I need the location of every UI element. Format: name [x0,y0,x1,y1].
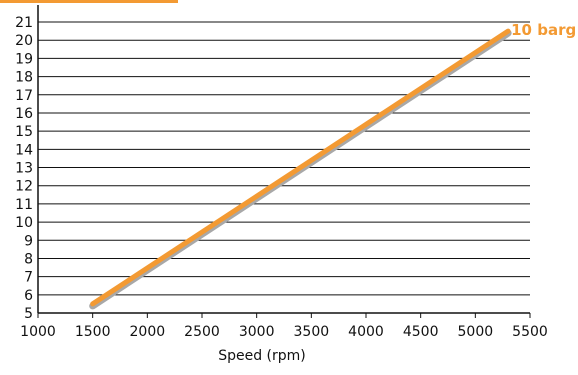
y-tick-label: 10 [15,215,33,231]
y-tick-label: 6 [24,288,33,304]
y-tick-label: 15 [15,124,33,140]
x-tick-label: 1500 [75,324,111,340]
x-tick-label: 3000 [239,324,275,340]
y-tick-label: 16 [15,106,33,122]
y-tick-label: 7 [24,270,33,286]
y-tick-label: 12 [15,179,33,195]
x-tick-label: 2000 [130,324,166,340]
y-tick-label: 19 [15,51,33,67]
y-tick-label: 18 [15,70,33,86]
x-tick-label: 3500 [294,324,330,340]
y-tick-label: 8 [24,251,33,267]
x-tick-label: 4000 [348,324,384,340]
y-tick-label: 20 [15,33,33,49]
header-accent-bar [0,0,178,3]
series-lines: 10 barg [93,21,577,306]
y-tick-label: 21 [15,15,33,31]
x-tick-label: 2500 [184,324,220,340]
x-axis-title: Speed (rpm) [218,348,306,364]
series-label: 10 barg [511,21,576,39]
y-tick-labels: 5 6 7 8 9 10 11 12 13 14 15 16 17 18 19 20 21 [15,15,33,322]
axes [38,5,530,318]
y-tick-label: 13 [15,161,33,177]
x-tick-label: 1000 [20,324,56,340]
x-tick-label: 5000 [458,324,494,340]
x-tick-label: 4500 [403,324,439,340]
y-tick-label: 14 [15,142,33,158]
x-tick-labels: 1000 1500 2000 2500 3000 3500 4000 4500 5000 5500 [20,324,548,340]
y-tick-label: 11 [15,197,33,213]
y-tick-label: 5 [24,306,33,322]
y-tick-label: 17 [15,88,33,104]
x-tick-label: 5500 [512,324,548,340]
y-tick-label: 9 [24,233,33,249]
